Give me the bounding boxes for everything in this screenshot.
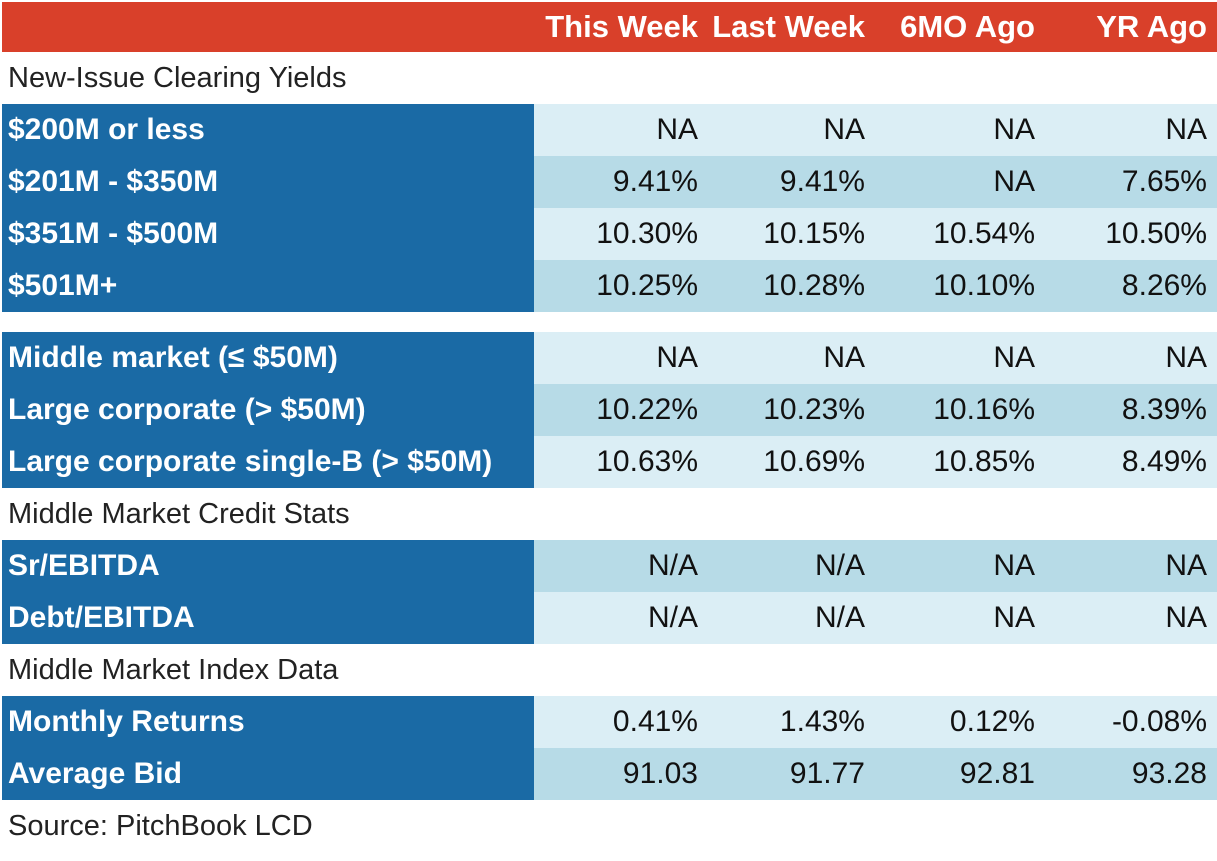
table-cell: 10.28% (763, 269, 865, 302)
row-label: $200M or less (2, 104, 534, 156)
table-cell: 10.54% (933, 217, 1035, 250)
table-cell: 92.81 (959, 757, 1035, 790)
table-cell: 0.41% (612, 705, 698, 738)
table-cell: 7.65% (1121, 165, 1207, 198)
table-cell: 8.26% (1121, 269, 1207, 302)
table-cell: N/A (647, 601, 698, 634)
table-cell: NA (1165, 341, 1207, 374)
table-cell: 9.41% (612, 165, 698, 198)
column-header-6mo-ago: 6MO Ago (900, 9, 1035, 44)
table-cell: 91.03 (622, 757, 698, 790)
table-cell: NA (993, 601, 1035, 634)
table-cell: 10.30% (596, 217, 698, 250)
table-row: $200M or less NA NA NA NA (2, 104, 1217, 156)
table-row: Average Bid 91.03 91.77 92.81 93.28 (2, 748, 1217, 800)
table-cell: NA (656, 341, 698, 374)
table-row: $201M - $350M 9.41% 9.41% NA 7.65% (2, 156, 1217, 208)
table-cell: NA (1165, 113, 1207, 146)
table-cell: NA (1165, 549, 1207, 582)
section-index-data: Middle Market Index Data (2, 644, 1217, 696)
row-label: Monthly Returns (2, 696, 534, 748)
column-header-this-week: This Week (545, 9, 698, 44)
table-cell: 10.15% (763, 217, 865, 250)
table-cell: 93.28 (1131, 757, 1207, 790)
row-label: Debt/EBITDA (2, 592, 534, 644)
table-cell: N/A (814, 549, 865, 582)
source-note: Source: PitchBook LCD (8, 809, 313, 842)
row-label: Large corporate single-B (> $50M) (2, 436, 534, 488)
table-cell: NA (656, 113, 698, 146)
table-cell: 10.25% (596, 269, 698, 302)
column-header-last-week: Last Week (712, 9, 865, 44)
table-row: Middle market (≤ $50M) NA NA NA NA (2, 332, 1217, 384)
header-blank (2, 2, 534, 52)
table-cell: 10.63% (596, 445, 698, 478)
table-cell: 8.39% (1121, 393, 1207, 426)
table-cell: 10.16% (933, 393, 1035, 426)
table-row: Monthly Returns 0.41% 1.43% 0.12% -0.08% (2, 696, 1217, 748)
row-label: Sr/EBITDA (2, 540, 534, 592)
section-title: New-Issue Clearing Yields (8, 61, 347, 94)
row-label: $501M+ (2, 260, 534, 312)
table-row: $501M+ 10.25% 10.28% 10.10% 8.26% (2, 260, 1217, 312)
table-cell: 9.41% (779, 165, 865, 198)
table-cell: 91.77 (789, 757, 865, 790)
column-header-yr-ago: YR Ago (1096, 9, 1207, 44)
table-cell: NA (823, 113, 865, 146)
table-cell: 8.49% (1121, 445, 1207, 478)
row-label: Average Bid (2, 748, 534, 800)
row-label: Large corporate (> $50M) (2, 384, 534, 436)
table-cell: 1.43% (779, 705, 865, 738)
row-label: $201M - $350M (2, 156, 534, 208)
table-header: This Week Last Week 6MO Ago YR Ago (2, 2, 1217, 52)
section-clearing-yields: New-Issue Clearing Yields (2, 52, 1217, 104)
table-row: Large corporate (> $50M) 10.22% 10.23% 1… (2, 384, 1217, 436)
table-cell: 10.10% (933, 269, 1035, 302)
row-label: $351M - $500M (2, 208, 534, 260)
row-spacer (2, 312, 1217, 332)
section-title: Middle Market Index Data (8, 653, 339, 686)
table-cell: NA (993, 549, 1035, 582)
source-note-row: Source: PitchBook LCD (2, 800, 1217, 852)
table-cell: 10.50% (1105, 217, 1207, 250)
table-row: Sr/EBITDA N/A N/A NA NA (2, 540, 1217, 592)
table-cell: NA (993, 341, 1035, 374)
section-title: Middle Market Credit Stats (8, 497, 350, 530)
table-cell: 0.12% (949, 705, 1035, 738)
table-row: $351M - $500M 10.30% 10.15% 10.54% 10.50… (2, 208, 1217, 260)
table-cell: 10.85% (933, 445, 1035, 478)
table-cell: 10.22% (596, 393, 698, 426)
table-cell: -0.08% (1111, 705, 1207, 738)
table-cell: NA (993, 113, 1035, 146)
table-row: Large corporate single-B (> $50M) 10.63%… (2, 436, 1217, 488)
table-row: Debt/EBITDA N/A N/A NA NA (2, 592, 1217, 644)
table-cell: NA (823, 341, 865, 374)
table-cell: 10.69% (763, 445, 865, 478)
table-cell: N/A (647, 549, 698, 582)
table-cell: 10.23% (763, 393, 865, 426)
table-cell: NA (1165, 601, 1207, 634)
section-credit-stats: Middle Market Credit Stats (2, 488, 1217, 540)
row-label: Middle market (≤ $50M) (2, 332, 534, 384)
table-cell: N/A (814, 601, 865, 634)
table-cell: NA (993, 165, 1035, 198)
